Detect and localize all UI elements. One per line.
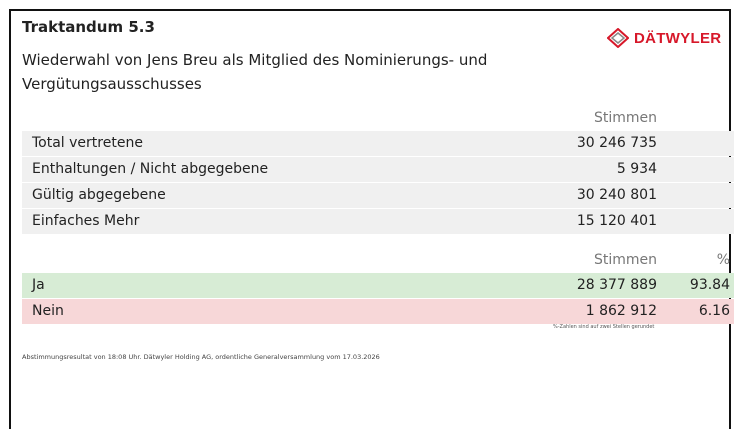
cell: 30 240 801 [576, 187, 657, 203]
column-header: Stimmen [593, 252, 657, 268]
table-row: Ja 28 377 889 93.84 [22, 273, 734, 298]
column-header: Stimmen [593, 110, 657, 126]
cell: Total vertretene [32, 135, 143, 151]
cell: Enthaltungen / Nicht abgegebene [32, 161, 269, 177]
subtitle-line: Wiederwahl von Jens Breu als Mitglied de… [22, 51, 488, 69]
cell: Ja [32, 277, 45, 293]
note: %-Zahlen sind auf zwei Stellen gerundet [553, 324, 655, 330]
title: Traktandum 5.3 [22, 18, 155, 36]
cell: Gültig abgegebene [32, 187, 166, 203]
column-header: % [716, 252, 730, 268]
table-row: Enthaltungen / Nicht abgegebene 5 934 [22, 157, 734, 182]
cell: 6.16 [698, 303, 730, 319]
cell: 5 934 [616, 161, 657, 177]
cell: 30 246 735 [576, 135, 657, 151]
cell: 1 862 912 [585, 303, 657, 319]
cell: 28 377 889 [576, 277, 657, 293]
cell: 15 120 401 [576, 213, 657, 229]
logo-text: DÄTWYLER [634, 29, 722, 47]
cell: 93.84 [689, 277, 730, 293]
cell: Nein [32, 303, 64, 319]
table-row: Einfaches Mehr 15 120 401 [22, 209, 734, 234]
logo: DÄTWYLER [607, 26, 721, 50]
table-row: Nein 1 862 912 6.16 [22, 299, 734, 324]
logo-icon [607, 28, 629, 48]
table-row: Gültig abgegebene 30 240 801 [22, 183, 734, 208]
subtitle-line: Vergütungsausschusses [22, 75, 202, 93]
table-row: Total vertretene 30 246 735 [22, 131, 734, 156]
footer: Abstimmungsresultat von 18:08 Uhr. Dätwy… [22, 353, 380, 361]
cell: Einfaches Mehr [32, 213, 140, 229]
